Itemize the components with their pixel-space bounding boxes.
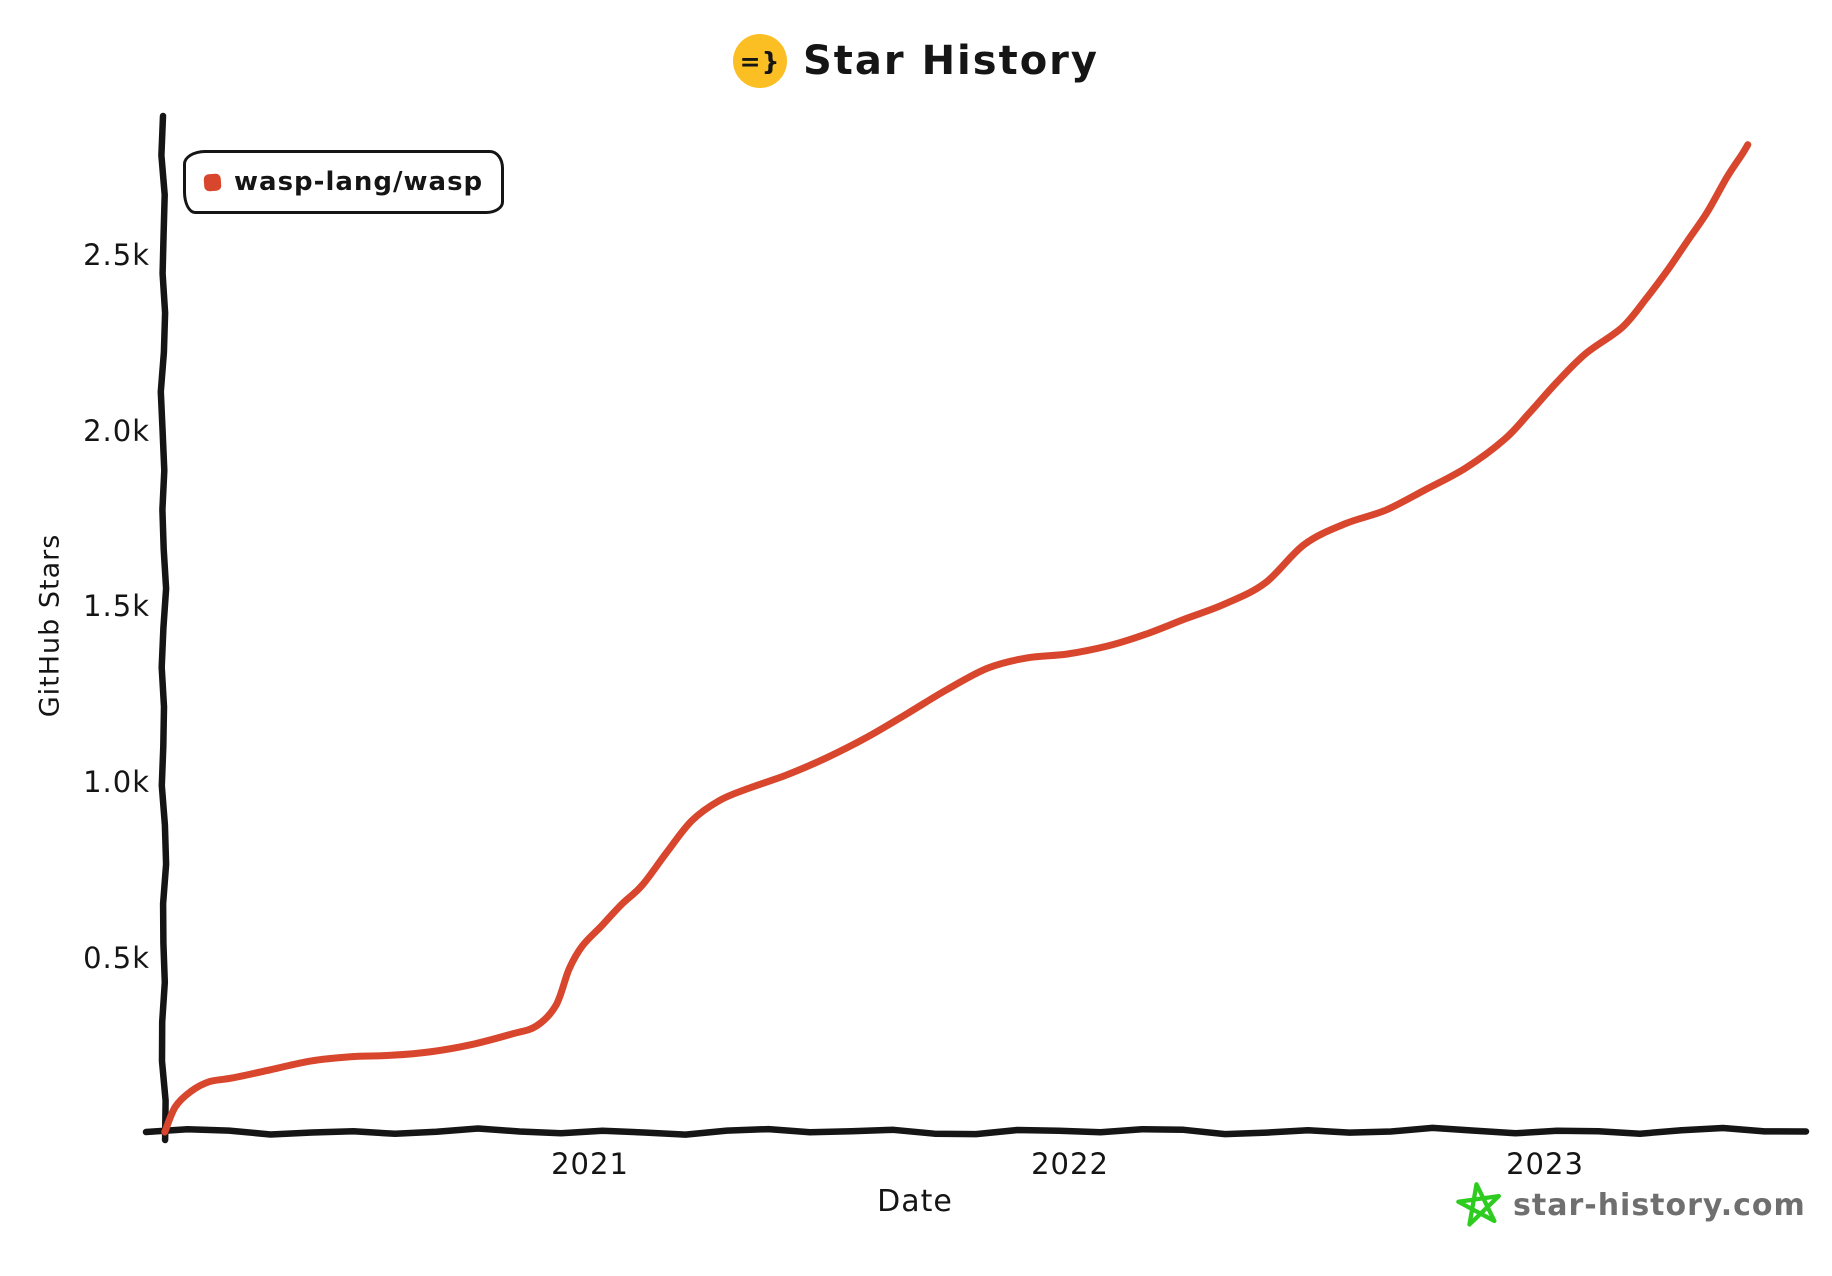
x-axis-label: Date — [877, 1184, 953, 1219]
star-history-logo-icon: =} — [733, 34, 787, 88]
legend: wasp-lang/wasp — [183, 150, 505, 214]
star-doodle-icon — [1456, 1182, 1501, 1227]
footer-watermark: star-history.com — [1456, 1182, 1806, 1229]
y-tick-2000: 2.0k — [83, 414, 150, 448]
x-tick-2022: 2022 — [1031, 1147, 1109, 1181]
y-axis-label: GitHub Stars — [34, 533, 66, 718]
logo-glyph: =} — [739, 46, 781, 76]
legend-series-marker-icon — [203, 172, 222, 192]
y-tick-1000: 1.0k — [83, 765, 150, 799]
site-link[interactable]: star-history.com — [1513, 1188, 1806, 1223]
y-tick-500: 0.5k — [83, 941, 150, 975]
x-tick-2021: 2021 — [551, 1147, 629, 1181]
chart-title-row: =} Star History — [0, 34, 1832, 88]
y-tick-2500: 2.5k — [83, 238, 150, 272]
y-tick-1500: 1.5k — [83, 589, 150, 623]
page-title: Star History — [803, 38, 1099, 84]
legend-series-label: wasp-lang/wasp — [234, 167, 484, 197]
x-tick-2023: 2023 — [1506, 1147, 1584, 1181]
